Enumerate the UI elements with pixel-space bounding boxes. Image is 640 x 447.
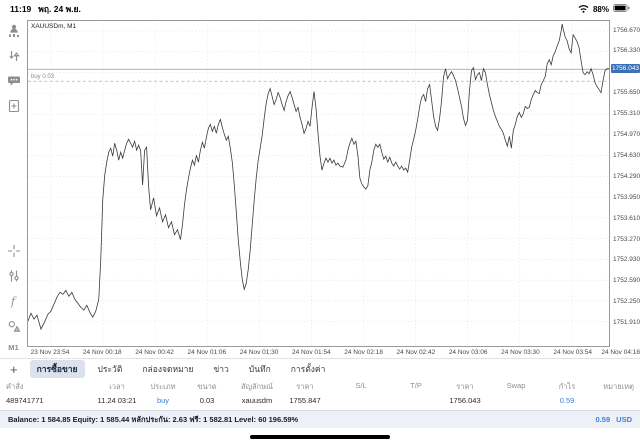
- bottom-tab-bar: + การซื้อขาย ประวัติ กล่องจดหมาย ข่าว บันทึก…: [0, 358, 640, 379]
- account-summary-bar: Balance: 1 584.85 Equity: 1 585.44 หลักป…: [0, 410, 640, 428]
- status-bar: 11:19 พฤ. 24 พ.ย. 88%: [0, 0, 640, 18]
- price-axis-label: 1753.270: [613, 235, 640, 243]
- new-order-icon[interactable]: [6, 98, 21, 113]
- price-axis-label: 1752.250: [613, 298, 640, 306]
- time-axis-label: 24 Nov 00:42: [135, 349, 174, 356]
- profit-currency: USD: [616, 415, 632, 424]
- tab-trade-selected[interactable]: การซื้อขาย: [29, 360, 85, 378]
- time-axis-label: 24 Nov 03:54: [553, 349, 593, 356]
- tab-item[interactable]: การตั้งค่า: [290, 364, 326, 374]
- price-axis-label: 1755.650: [613, 89, 640, 97]
- time-axis[interactable]: 23 Nov 23:54 24 Nov 00:18 24 Nov 00:42 24 N…: [27, 348, 640, 359]
- position-row[interactable]: 489741771 11.24 03:21 buy 0.03 xauusdm 1755.8…: [0, 394, 640, 408]
- price-axis-label: 1754.970: [613, 131, 640, 138]
- quotes-icon[interactable]: [6, 23, 21, 38]
- price-axis-label: 1754.630: [613, 151, 640, 159]
- column-header: สัญลักษณ์: [240, 382, 274, 391]
- column-header: ขนาด: [197, 382, 217, 391]
- positions-table-header: คำสั่ง เวลา ประเภท ขนาด สัญลักษณ์ ราคา S/L T/P ร…: [0, 379, 640, 394]
- crosshair-icon[interactable]: [6, 243, 21, 258]
- chart-toolbar: f M1: [0, 18, 27, 358]
- time-axis-label: 24 Nov 01:54: [292, 349, 331, 356]
- cell-profit: 0.59: [559, 396, 575, 405]
- price-chart[interactable]: XAUUSDm, M1 buy 0.03: [27, 20, 610, 347]
- chat-icon[interactable]: [6, 73, 21, 88]
- column-header: S/L: [355, 381, 367, 390]
- chart-canvas: [27, 21, 609, 346]
- function-icon[interactable]: f: [6, 293, 21, 308]
- column-header: Swap: [506, 381, 526, 390]
- time-axis-label: 24 Nov 00:18: [82, 349, 122, 356]
- column-header: หมายเหตุ: [603, 382, 634, 391]
- time-axis-label: 23 Nov 23:54: [30, 349, 70, 356]
- current-price-badge: 1756.043: [611, 63, 640, 73]
- timeframe-button[interactable]: M1: [8, 343, 19, 352]
- trade-icon[interactable]: [6, 48, 21, 63]
- price-axis-label: 1755.310: [613, 110, 640, 118]
- price-axis-label: 1752.930: [613, 256, 640, 264]
- time-axis-label: 24 Nov 02:18: [344, 349, 383, 356]
- cell-symbol: xauusdm: [241, 396, 273, 405]
- tab-item[interactable]: กล่องจดหมาย: [142, 364, 194, 374]
- cell-time: 11.24 03:21: [97, 396, 137, 405]
- time-axis-label: 24 Nov 04:18: [601, 349, 640, 356]
- tab-item[interactable]: ข่าว: [213, 364, 229, 374]
- cell-order: 489741771: [6, 396, 44, 405]
- column-header: กำไร: [558, 382, 576, 391]
- battery-percent: 88%: [592, 4, 609, 14]
- price-axis-label: 1753.610: [613, 214, 640, 222]
- column-header: T/P: [410, 381, 422, 390]
- total-profit: 0.59: [595, 415, 611, 424]
- cell-price_current: 1756.043: [449, 396, 481, 405]
- indicators-icon[interactable]: [6, 268, 21, 283]
- cell-price_open: 1755.847: [289, 396, 321, 405]
- column-header: เวลา: [109, 382, 125, 391]
- chart-area: XAUUSDm, M1 buy 0.03 1751.910 1752.250 175…: [27, 18, 640, 358]
- price-axis[interactable]: 1751.910 1752.250 1752.590 1752.930 1753.270…: [611, 20, 640, 347]
- open-position-label: buy 0.03: [31, 73, 55, 80]
- clock: 11:19: [10, 4, 32, 14]
- status-date: พฤ. 24 พ.ย.: [38, 4, 81, 14]
- column-header: คำสั่ง: [6, 382, 24, 391]
- wifi-icon: [578, 4, 589, 15]
- price-axis-label: 1752.590: [613, 277, 640, 285]
- time-axis-label: 24 Nov 01:06: [187, 349, 227, 356]
- column-header: ราคา: [296, 382, 314, 391]
- price-axis-label: 1756.330: [613, 47, 640, 55]
- time-axis-label: 24 Nov 03:06: [448, 349, 488, 356]
- chart-symbol-label: XAUUSDm, M1: [31, 23, 77, 30]
- add-tab-button[interactable]: +: [10, 361, 18, 377]
- objects-icon[interactable]: [6, 318, 21, 333]
- account-summary-text: Balance: 1 584.85 Equity: 1 585.44 หลักป…: [8, 414, 299, 424]
- column-header: ประเภท: [150, 382, 176, 391]
- column-header: ราคา: [456, 382, 474, 391]
- cell-type: buy: [156, 396, 170, 405]
- battery-icon: [613, 4, 630, 14]
- cell-volume: 0.03: [199, 396, 215, 405]
- price-axis-label: 1751.910: [613, 319, 640, 327]
- tab-item[interactable]: บันทึก: [248, 364, 271, 374]
- price-axis-label: 1754.290: [613, 172, 640, 180]
- tab-item[interactable]: ประวัติ: [97, 364, 123, 374]
- price-line-series: [27, 23, 609, 331]
- time-axis-label: 24 Nov 02:42: [396, 349, 436, 356]
- svg-text:f: f: [10, 295, 17, 308]
- price-axis-label: 1753.950: [613, 193, 640, 201]
- time-axis-label: 24 Nov 01:30: [239, 349, 279, 356]
- price-axis-label: 1756.670: [613, 26, 640, 34]
- time-axis-label: 24 Nov 03:30: [501, 349, 540, 356]
- home-indicator[interactable]: [250, 434, 390, 439]
